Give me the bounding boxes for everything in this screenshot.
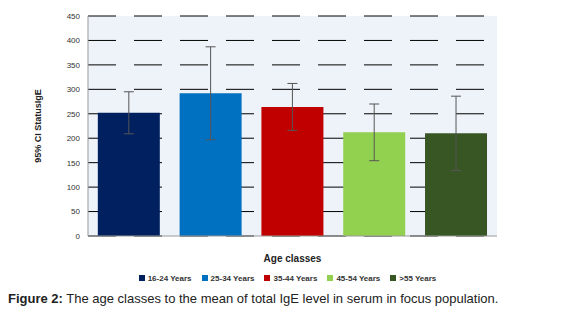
html-text:35-44 Years: 35-44 Years	[273, 273, 318, 283]
svg-text:250: 250	[67, 110, 81, 119]
html-text:45-54 Years: 45-54 Years	[336, 273, 381, 283]
svg-text:Age classes: Age classes	[264, 253, 322, 264]
html-text:25-34 Years: 25-34 Years	[210, 273, 255, 283]
svg-text:300: 300	[67, 85, 81, 94]
svg-text:350: 350	[67, 61, 81, 70]
svg-text:400: 400	[67, 36, 81, 45]
svg-text:450: 450	[67, 12, 81, 21]
html-text:16-24 Years: 16-24 Years	[147, 273, 192, 283]
svg-text:150: 150	[67, 159, 81, 168]
svg-text:95% CI StatusIgE: 95% CI StatusIgE	[33, 89, 43, 163]
svg-text:50: 50	[71, 207, 80, 216]
svg-text:200: 200	[67, 134, 81, 143]
svg-text:0: 0	[76, 232, 81, 241]
html-text:>55 Years: >55 Years	[399, 273, 437, 283]
svg-text:100: 100	[67, 183, 81, 192]
html-text:Figure 2: The age classes to t: Figure 2: The age classes to the mean of…	[8, 291, 499, 306]
